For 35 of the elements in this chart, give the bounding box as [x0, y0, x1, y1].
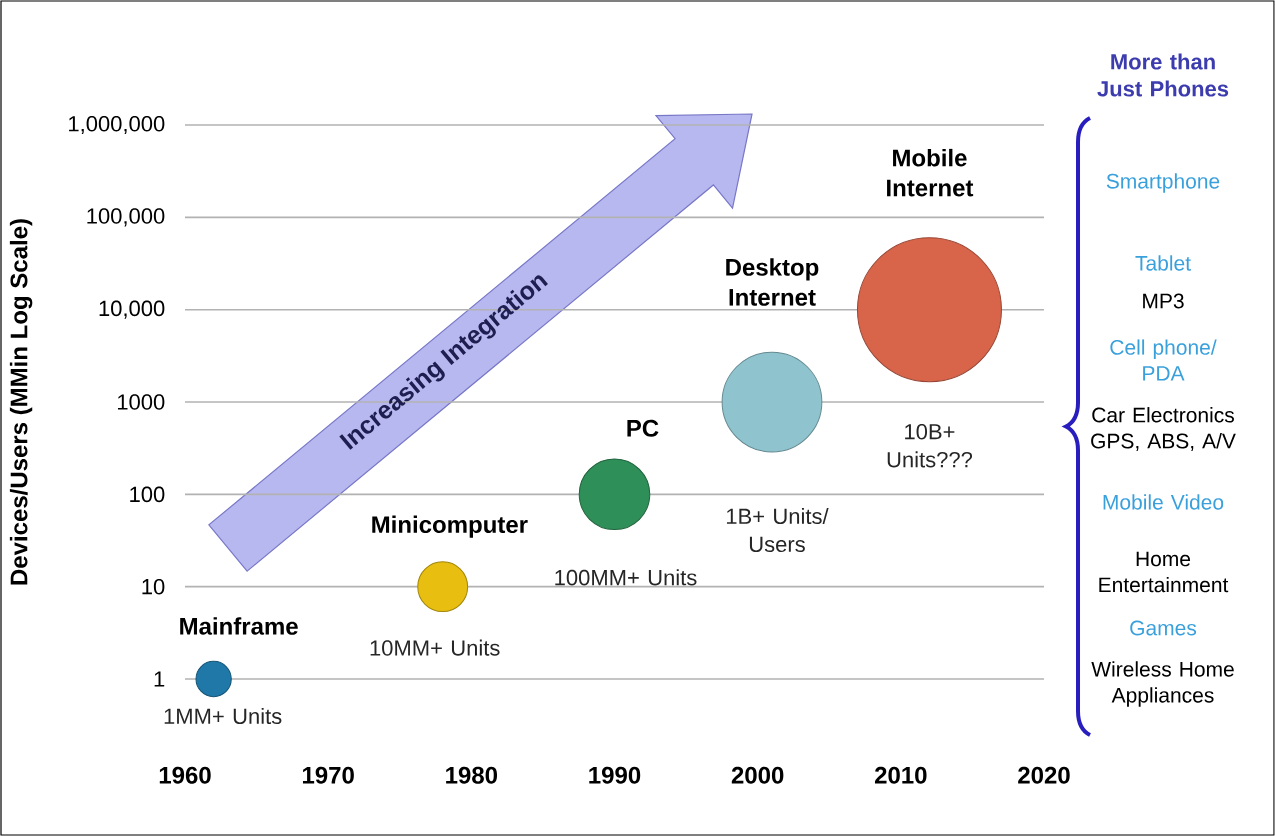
annotation: 10MM+ Units: [370, 639, 500, 656]
annotation: PC: [627, 419, 659, 437]
annotation: 100MM+ Units: [555, 569, 697, 586]
x-tick-label: 1990: [589, 766, 641, 784]
x-tick-label: 1980: [446, 766, 498, 784]
text: Home Entertainment: [1099, 551, 1229, 593]
text: Tablet: [1135, 255, 1191, 271]
x-tick-label: 1970: [302, 766, 354, 784]
y-tick-label: 100: [130, 486, 165, 503]
text: Car Electronics GPS, ABS, A/V: [1091, 407, 1236, 451]
text: More than Just Phones: [1097, 53, 1229, 97]
annotation: 10B+ Units???: [887, 423, 973, 468]
text: Smartphone: [1106, 173, 1220, 193]
x-tick-label: 2010: [874, 766, 927, 784]
text: Games: [1130, 620, 1197, 636]
annotation: Mainframe: [180, 617, 298, 635]
annotation: Mobile Internet: [887, 148, 974, 197]
y-tick-label: 1: [154, 671, 165, 687]
text: Mobile Video: [1103, 494, 1224, 510]
annotation: Desktop Internet: [726, 258, 819, 306]
y-tick-label: 100,000: [87, 208, 165, 227]
text: MP3: [1143, 293, 1184, 309]
x-tick-label: 2000: [731, 766, 784, 784]
y-tick-label: 10,000: [99, 300, 165, 319]
text: 1MM+ Units: [164, 707, 282, 725]
text: Cell phone/ PDA: [1110, 339, 1217, 381]
x-tick-label: 1960: [159, 766, 211, 784]
y-tick-label: 1,000,000: [69, 115, 165, 135]
annotation: 1B+ Units/ Users: [726, 507, 829, 553]
annotation: Minicomputer: [372, 515, 528, 538]
y-tick-label: 10: [142, 578, 165, 595]
y-tick-label: 1000: [117, 394, 165, 410]
x-tick-label: 2020: [1018, 766, 1070, 784]
y-axis-title: Devices/Users (MMin Log Scale): [9, 219, 33, 585]
text: Wireless Home Appliances: [1091, 661, 1234, 707]
